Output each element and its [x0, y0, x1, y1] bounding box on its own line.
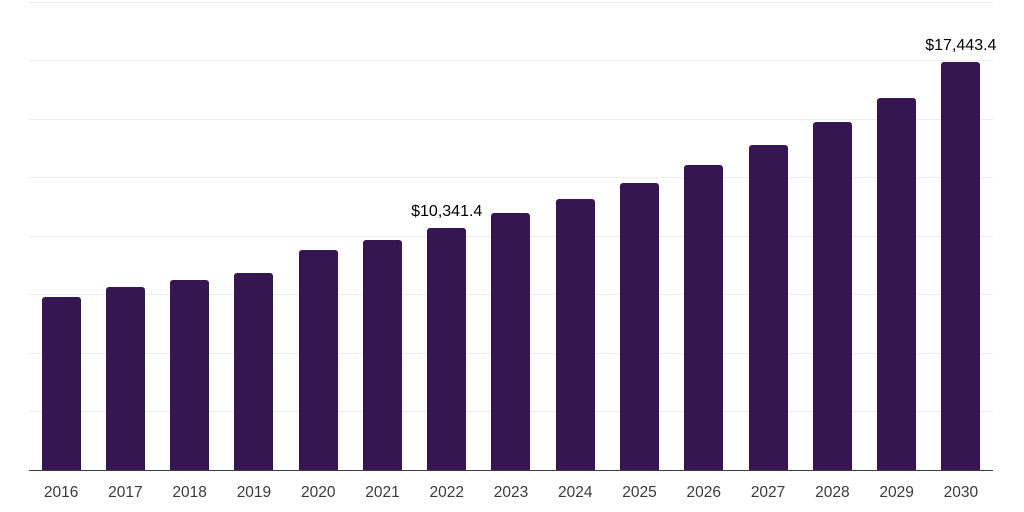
bar-slot-2029 — [864, 2, 928, 470]
bar-slot-2026 — [672, 2, 736, 470]
bar-2016 — [41, 296, 81, 470]
bar-slot-2022: $10,341.4 — [411, 2, 482, 470]
bar-value-label-2030: $17,443.4 — [925, 36, 997, 54]
bar-2027 — [748, 144, 788, 470]
bar-2017 — [105, 287, 145, 470]
x-axis-label-2027: 2027 — [750, 484, 786, 501]
bar-2029 — [877, 98, 917, 470]
x-axis-label-2019: 2019 — [236, 484, 272, 501]
bar-2020 — [298, 250, 338, 470]
bar-value-label-2022: $10,341.4 — [411, 203, 483, 221]
bar-slot-2020 — [286, 2, 350, 470]
bar-2024 — [555, 199, 595, 470]
bar-2023 — [491, 213, 531, 470]
bar-slot-2021 — [350, 2, 414, 470]
x-axis-label-2020: 2020 — [300, 484, 336, 501]
x-axis-label-2021: 2021 — [365, 484, 400, 501]
x-axis-label-2029: 2029 — [879, 484, 914, 501]
x-axis-label-2017: 2017 — [108, 484, 143, 501]
bars-container: $10,341.4 $17,443.4 — [29, 2, 996, 470]
x-axis-line — [29, 469, 993, 472]
x-axis-label-2022: 2022 — [429, 484, 464, 501]
bar-slot-2024 — [543, 2, 607, 470]
gridline — [29, 177, 993, 178]
x-axis-label-2016: 2016 — [43, 484, 79, 501]
bar-2022 — [427, 228, 467, 470]
x-axis-label-2025: 2025 — [622, 484, 657, 501]
bar-slot-2023 — [479, 2, 543, 470]
plot-area: $10,341.4 $17,443.4 — [29, 1, 996, 472]
bar-slot-2027 — [736, 2, 800, 470]
x-axis-label-2028: 2028 — [815, 484, 850, 501]
bar-slot-2030: $17,443.4 — [925, 2, 996, 470]
bar-2025 — [620, 182, 660, 470]
x-axis-label-2030: 2030 — [943, 484, 979, 501]
bar-2021 — [362, 239, 402, 470]
gridline — [29, 60, 993, 61]
bar-slot-2016 — [29, 2, 93, 470]
x-axis-label-2024: 2024 — [558, 484, 593, 501]
bar-2019 — [234, 272, 274, 470]
bar-slot-2028 — [800, 2, 864, 470]
bar-2028 — [812, 122, 852, 470]
bar-slot-2025 — [607, 2, 671, 470]
bar-slot-2017 — [93, 2, 157, 470]
x-axis-labels: 2016 2017 2018 2019 2020 2021 2022 2023 2024 2025… — [29, 484, 993, 502]
bar-2030 — [941, 61, 981, 470]
gridline — [29, 1, 993, 3]
bar-slot-2018 — [158, 2, 222, 470]
x-axis-label-2026: 2026 — [686, 484, 722, 501]
x-axis-label-2023: 2023 — [493, 484, 529, 501]
gridline — [29, 118, 993, 120]
bar-2018 — [170, 280, 210, 470]
x-axis-label-2018: 2018 — [172, 484, 207, 501]
bar-2026 — [684, 165, 724, 470]
bar-slot-2019 — [222, 2, 286, 470]
